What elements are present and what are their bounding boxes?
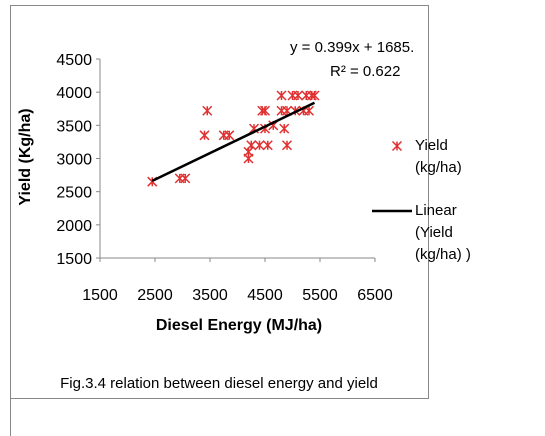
x-tick-label: 2500: [137, 287, 173, 304]
point: [309, 90, 320, 101]
chart-frame: [10, 5, 429, 399]
y-tick-label: 1500: [56, 251, 92, 268]
legend-label: Yield (kg/ha): [415, 137, 462, 176]
y-axis-label: Yield (Kg/ha): [17, 108, 34, 205]
point: [246, 140, 257, 151]
y-tick-label: 3500: [56, 118, 92, 135]
y-tick-label: 2500: [56, 185, 92, 202]
x-tick-label: 6500: [357, 287, 393, 304]
y-tick-label: 3000: [56, 152, 92, 169]
point: [224, 130, 235, 141]
legend-label: Linear (Yield (kg/ha) ): [415, 202, 471, 263]
point: [202, 105, 213, 116]
point: [262, 140, 273, 151]
y-tick-label: 2000: [56, 218, 92, 235]
y-tick-label: 4000: [56, 85, 92, 102]
point: [292, 90, 304, 101]
x-tick-label: 1500: [82, 287, 118, 304]
point: [259, 105, 271, 116]
caption: Fig.3.4 relation between diesel energy a…: [60, 375, 378, 392]
equation: y = 0.399x + 1685.: [290, 39, 414, 56]
r-squared: R² = 0.622: [330, 63, 400, 80]
point: [276, 90, 287, 101]
point: [281, 140, 293, 151]
x-tick-label: 3500: [192, 287, 228, 304]
point: [279, 123, 290, 134]
y-tick-label: 4500: [56, 52, 92, 69]
x-tick-label: 5500: [302, 287, 338, 304]
trendline: [151, 101, 316, 183]
point: [254, 140, 265, 151]
x-tick-label: 4500: [247, 287, 283, 304]
legend-marker: [391, 140, 403, 152]
point: [180, 173, 191, 184]
x-axis-label: Diesel Energy (MJ/ha): [156, 317, 322, 334]
point: [199, 130, 210, 141]
